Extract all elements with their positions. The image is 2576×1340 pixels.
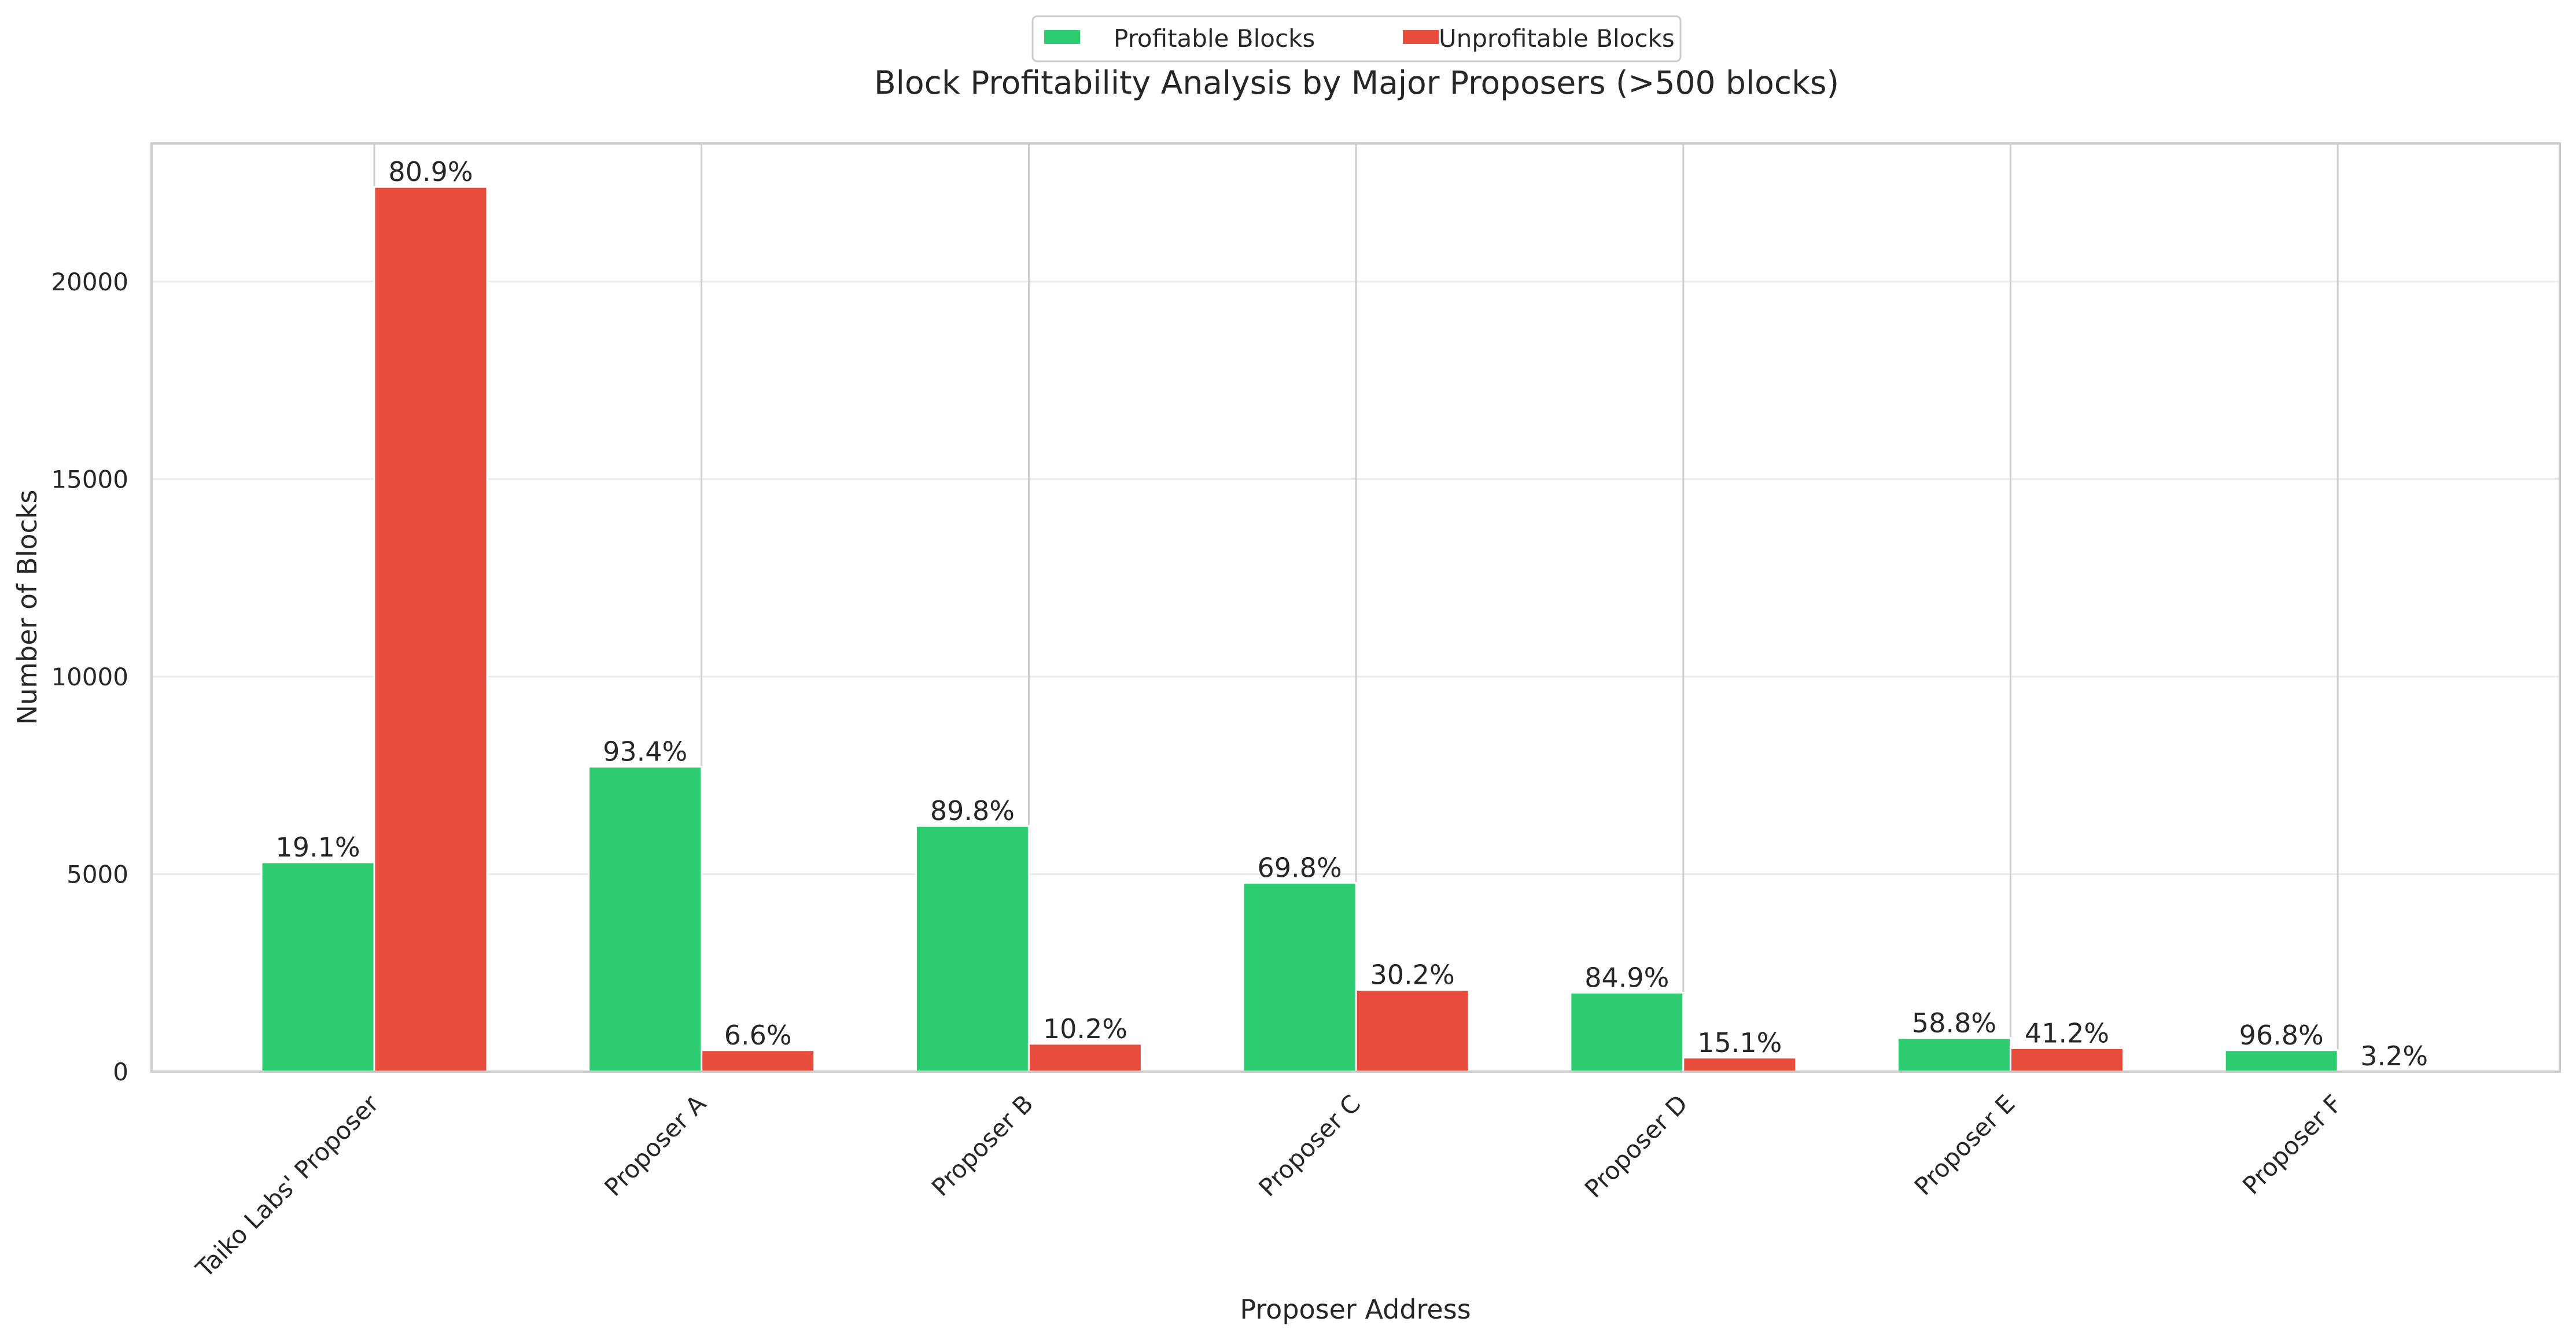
- bar-profitable-blocks-proposer-e: [1897, 1037, 2011, 1073]
- y-tick-label: 15000: [51, 466, 128, 494]
- bar-profitable-blocks-proposer-a: [588, 766, 703, 1073]
- data-label-unprofitable-blocks-taiko-labs-proposer: 80.9%: [388, 156, 473, 187]
- legend-swatch-profitable: [1044, 30, 1080, 44]
- legend: Profitable Blocks Unprofitable Blocks: [1031, 15, 1682, 62]
- legend-label-profitable: Profitable Blocks: [1114, 24, 1315, 53]
- data-label-profitable-blocks-proposer-f: 96.8%: [2239, 1020, 2324, 1051]
- bar-profitable-blocks-proposer-d: [1569, 991, 1685, 1073]
- data-label-unprofitable-blocks-proposer-e: 41.2%: [2025, 1017, 2109, 1049]
- data-label-unprofitable-blocks-proposer-a: 6.6%: [724, 1020, 792, 1051]
- data-label-unprofitable-blocks-proposer-b: 10.2%: [1043, 1013, 1127, 1044]
- bar-unprofitable-blocks-proposer-b: [1027, 1043, 1143, 1073]
- y-axis-ticks: 0 5000 10000 15000 20000: [51, 268, 128, 1086]
- bar-profitable-blocks-proposer-f: [2224, 1049, 2339, 1073]
- x-axis-title: Proposer Address: [1240, 1294, 1471, 1325]
- legend-label-unprofitable: Unprofitable Blocks: [1439, 24, 1675, 53]
- bar-data-labels: 19.1% 93.4% 89.8% 69.8% 84.9% 58.8% 96.8% 80.9%…: [275, 156, 2428, 1072]
- data-label-profitable-blocks-proposer-d: 84.9%: [1584, 962, 1669, 993]
- bar-unprofitable-blocks-proposer-c: [1355, 989, 1470, 1073]
- bar-unprofitable-blocks-proposer-d: [1682, 1057, 1797, 1073]
- chart-title: Block Profitability Analysis by Major Pr…: [874, 64, 1839, 101]
- y-tick-label: 0: [113, 1058, 128, 1086]
- legend-frame: [1031, 15, 1682, 62]
- bar-profitable-blocks-proposer-c: [1242, 882, 1357, 1073]
- y-tick-label: 20000: [51, 268, 128, 296]
- y-axis-title: Number of Blocks: [12, 490, 43, 725]
- data-label-profitable-blocks-proposer-e: 58.8%: [1912, 1007, 1996, 1039]
- y-tick-label: 5000: [67, 861, 128, 889]
- data-label-profitable-blocks-taiko-labs-proposer: 19.1%: [275, 832, 360, 863]
- data-label-profitable-blocks-proposer-c: 69.8%: [1258, 852, 1342, 884]
- data-label-unprofitable-blocks-proposer-f: 3.2%: [2360, 1040, 2428, 1072]
- legend-swatch-unprofitable: [1403, 30, 1439, 44]
- data-label-unprofitable-blocks-proposer-d: 15.1%: [1697, 1027, 1782, 1058]
- bars: [260, 186, 2452, 1073]
- y-tick-label: 10000: [51, 663, 128, 691]
- bar-unprofitable-blocks-proposer-a: [701, 1049, 816, 1073]
- data-label-profitable-blocks-proposer-a: 93.4%: [603, 736, 687, 767]
- data-label-profitable-blocks-proposer-b: 89.8%: [930, 795, 1015, 826]
- data-label-unprofitable-blocks-proposer-c: 30.2%: [1370, 959, 1455, 991]
- bar-profitable-blocks-taiko-labs-proposer: [260, 861, 375, 1073]
- bar-unprofitable-blocks-taiko-labs-proposer: [373, 186, 488, 1073]
- plot-frame: [150, 142, 2561, 1073]
- bar-unprofitable-blocks-proposer-e: [2010, 1047, 2124, 1073]
- bar-profitable-blocks-proposer-b: [915, 825, 1030, 1073]
